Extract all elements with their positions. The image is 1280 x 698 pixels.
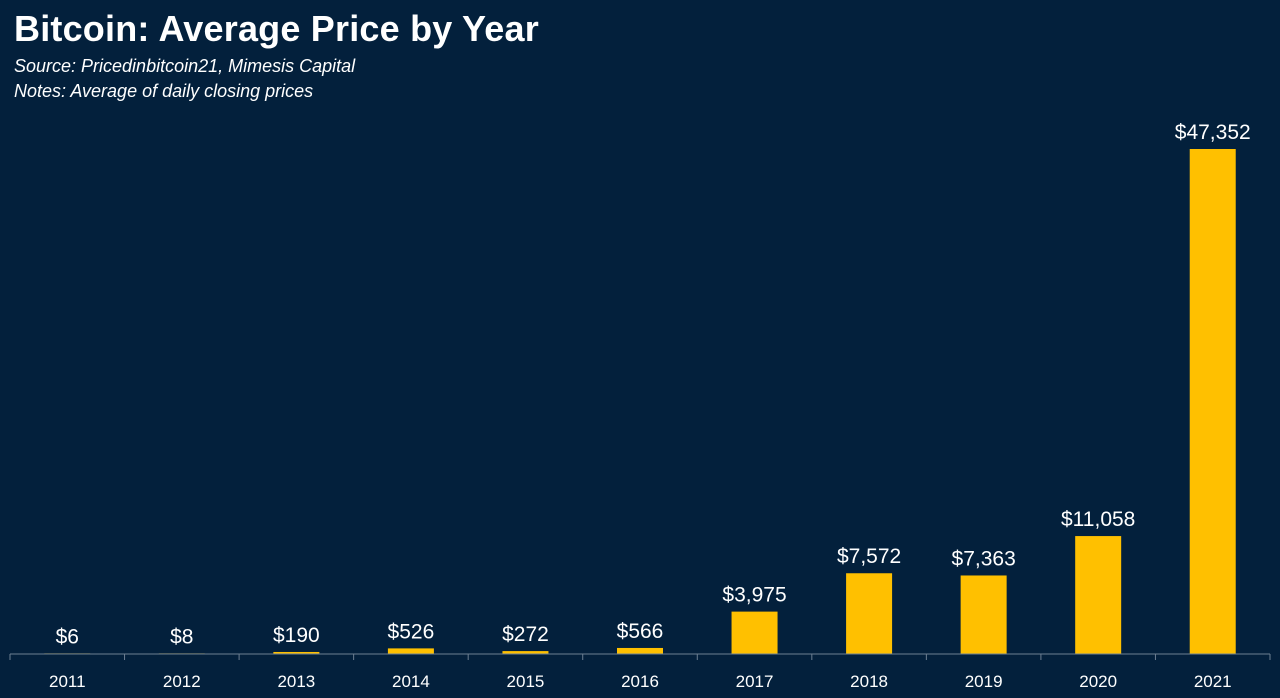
bar-2013 <box>273 651 320 654</box>
data-label-2021: $47,352 <box>1175 121 1251 144</box>
data-label-2018: $7,572 <box>837 545 901 568</box>
bar-2018 <box>846 573 893 654</box>
x-tick-label-2017: 2017 <box>736 672 774 691</box>
data-label-2019: $7,363 <box>952 547 1016 570</box>
x-tick-label-2018: 2018 <box>850 672 888 691</box>
chart-source-note: Source: Pricedinbitcoin21, Mimesis Capit… <box>14 56 356 76</box>
data-label-2020: $11,058 <box>1061 508 1135 531</box>
x-tick-label-2012: 2012 <box>163 672 201 691</box>
data-label-2017: $3,975 <box>722 584 786 607</box>
bar-2019 <box>960 575 1007 654</box>
x-tick-label-2013: 2013 <box>277 672 315 691</box>
bar-2014 <box>387 648 434 654</box>
bar-2021 <box>1189 149 1236 654</box>
chart-title: Bitcoin: Average Price by Year <box>14 8 539 49</box>
bar-2016 <box>617 647 663 654</box>
chart-notes: Notes: Average of daily closing prices <box>14 81 314 101</box>
x-tick-label-2020: 2020 <box>1079 672 1117 691</box>
x-tick-label-2015: 2015 <box>507 672 545 691</box>
x-tick-label-2011: 2011 <box>49 672 86 691</box>
data-label-2012: $8 <box>170 625 193 648</box>
x-tick-label-2016: 2016 <box>621 672 659 691</box>
data-label-2011: $6 <box>56 625 79 648</box>
x-tick-label-2021: 2021 <box>1194 672 1232 691</box>
bar-2020 <box>1075 536 1122 654</box>
data-label-2014: $526 <box>388 620 435 643</box>
data-label-2016: $566 <box>617 620 664 643</box>
x-tick-label-2014: 2014 <box>392 672 430 691</box>
data-label-2013: $190 <box>273 624 320 647</box>
x-tick-label-2019: 2019 <box>965 672 1003 691</box>
bar-2015 <box>502 651 549 654</box>
data-label-2015: $272 <box>502 623 549 646</box>
bar-2017 <box>731 611 778 654</box>
